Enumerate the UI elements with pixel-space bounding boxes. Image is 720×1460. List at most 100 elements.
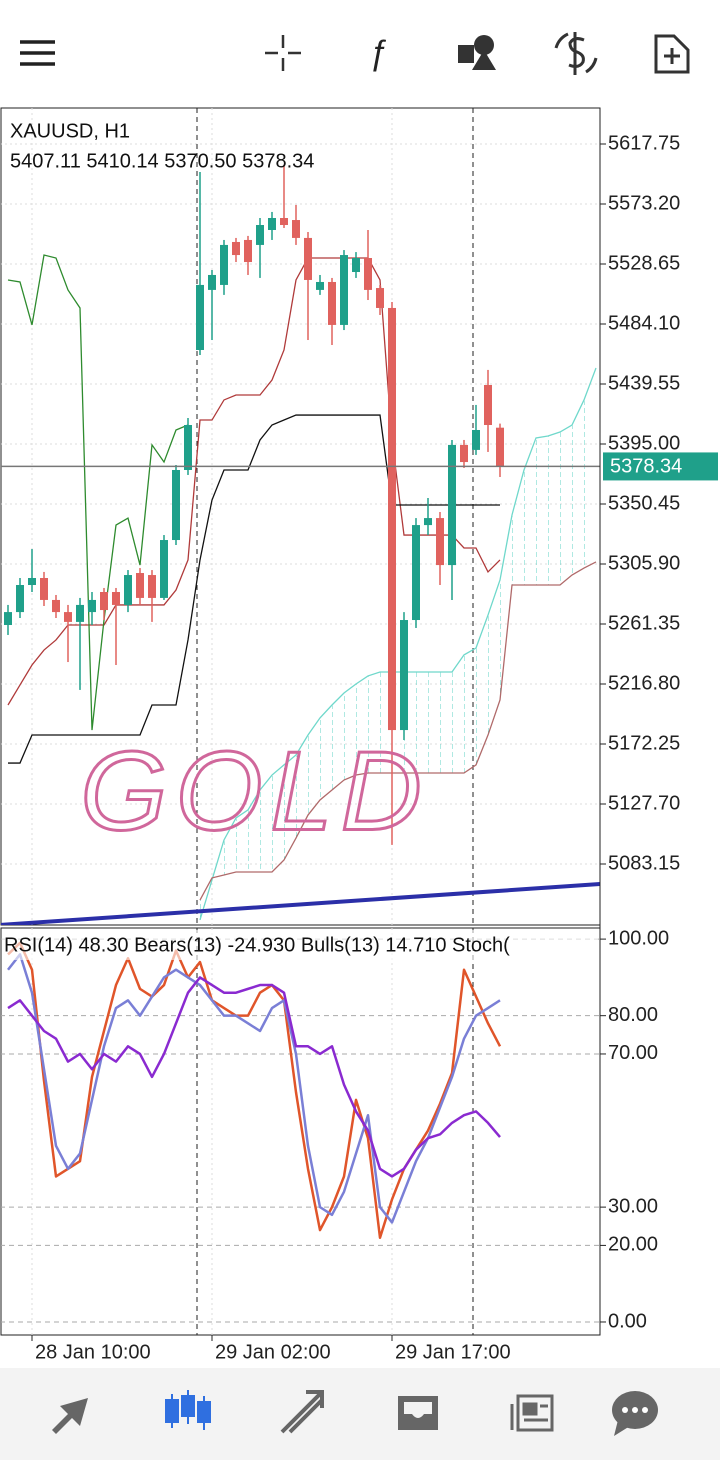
- x-tick-label: 29 Jan 02:00: [215, 1341, 331, 1363]
- oscillator-line: [7, 953, 501, 1224]
- ohlc-readout: 5407.11 5410.14 5370.50 5378.34: [10, 150, 314, 172]
- candle-body: [304, 237, 312, 280]
- candle-body: [472, 429, 480, 450]
- y-tick-label: 5350.45: [608, 492, 680, 514]
- y-tick-label: 5617.75: [608, 132, 680, 154]
- candle-body: [388, 307, 396, 731]
- last-price-box: [603, 452, 718, 481]
- new-order-button[interactable]: [654, 34, 690, 74]
- candle-body: [4, 612, 12, 626]
- candle-body: [40, 578, 48, 600]
- candle-body: [208, 274, 216, 290]
- candle-body: [256, 225, 264, 245]
- y-tick-label: 5573.20: [608, 192, 680, 214]
- oscillator-line: [7, 976, 501, 1178]
- candle-body: [364, 258, 372, 290]
- y-tick-label: 100.00: [608, 927, 669, 949]
- candle-body: [16, 585, 24, 613]
- chat-tab[interactable]: [612, 1391, 658, 1436]
- chart-tab[interactable]: [165, 1390, 211, 1430]
- indicator-line: [8, 414, 500, 764]
- candle-body: [328, 281, 336, 325]
- history-tab[interactable]: [398, 1396, 438, 1430]
- trendline: [1, 881, 600, 925]
- news-tab[interactable]: [510, 1394, 554, 1432]
- candle-body: [424, 518, 432, 526]
- y-tick-label: 5216.80: [608, 672, 680, 694]
- candle-body: [124, 575, 132, 605]
- candle-body: [244, 239, 252, 263]
- candle-body: [52, 599, 60, 613]
- candle-body: [280, 218, 288, 226]
- candle-body: [160, 540, 168, 598]
- candle-body: [400, 620, 408, 731]
- candle-body: [352, 258, 360, 273]
- y-tick-label: 5172.25: [608, 732, 680, 754]
- candle-body: [232, 241, 240, 256]
- indicator-line: [199, 561, 597, 901]
- y-tick-label: 5528.65: [608, 252, 680, 274]
- symbol-title: XAUUSD, H1: [10, 120, 130, 142]
- y-tick-label: 80.00: [608, 1004, 658, 1026]
- x-tick-label: 28 Jan 10:00: [35, 1341, 151, 1363]
- y-tick-label: 20.00: [608, 1234, 658, 1256]
- y-tick-label: 0.00: [608, 1310, 647, 1332]
- y-tick-label: 30.00: [608, 1195, 658, 1217]
- candle-body: [484, 385, 492, 426]
- y-tick-label: 5439.55: [608, 372, 680, 394]
- candle-body: [220, 244, 228, 285]
- candle-body: [196, 284, 204, 350]
- candle-body: [340, 255, 348, 325]
- indicator-line: [7, 257, 501, 706]
- indicator-title: RSI(14) 48.30 Bears(13) -24.930 Bulls(13…: [4, 934, 510, 956]
- y-tick-label: 5083.15: [608, 852, 680, 874]
- candle-body: [88, 599, 96, 613]
- main-plot: [1, 108, 600, 925]
- candle-body: [148, 575, 156, 598]
- y-tick-label: 5127.70: [608, 792, 680, 814]
- symbols-button[interactable]: [554, 32, 598, 75]
- candle-body: [316, 281, 324, 290]
- bottom-nav: [0, 1368, 720, 1460]
- quotes-tab[interactable]: [52, 1398, 88, 1434]
- candle-body: [184, 425, 192, 470]
- candle-body: [100, 592, 108, 611]
- candle-body: [460, 444, 468, 463]
- menu-button[interactable]: [20, 40, 55, 66]
- candle-body: [76, 604, 84, 622]
- candle-body: [412, 525, 420, 621]
- candle-body: [448, 444, 456, 566]
- indicators-button[interactable]: ƒ: [369, 34, 388, 73]
- candle-body: [64, 612, 72, 622]
- indicator-title-bg: [2, 930, 598, 960]
- candle-body: [136, 573, 144, 598]
- y-tick-label: 70.00: [608, 1042, 658, 1064]
- candle-body: [172, 469, 180, 541]
- candle-body: [376, 288, 384, 308]
- candle-body: [268, 218, 276, 230]
- axes: 5617.75 5573.20 5528.65 5484.10 5439.55 5395.…: [31, 108, 718, 1363]
- x-tick-label: 29 Jan 17:00: [395, 1341, 511, 1363]
- crosshair-button[interactable]: [265, 35, 301, 71]
- last-price-label: 5378.34: [610, 456, 682, 478]
- objects-button[interactable]: [458, 35, 496, 70]
- indicator-panel: [0, 927, 601, 1336]
- candle-body: [496, 427, 504, 467]
- candle-body: [436, 518, 444, 566]
- toolbar: ƒ: [20, 32, 690, 75]
- y-tick-label: 5261.35: [608, 612, 680, 634]
- indicator-line: [7, 254, 189, 731]
- candle-body: [292, 220, 300, 238]
- annotation: GOLD: [80, 729, 429, 854]
- indicator-line: [199, 367, 597, 921]
- candle-body: [112, 592, 120, 605]
- y-tick-label: 5484.10: [608, 312, 680, 334]
- y-tick-label: 5305.90: [608, 552, 680, 574]
- cloud: [200, 368, 596, 920]
- trade-tab[interactable]: [280, 1390, 324, 1434]
- y-tick-label: 5395.00: [608, 432, 680, 454]
- indicator-plot: [1, 928, 600, 1335]
- candle-body: [28, 578, 36, 586]
